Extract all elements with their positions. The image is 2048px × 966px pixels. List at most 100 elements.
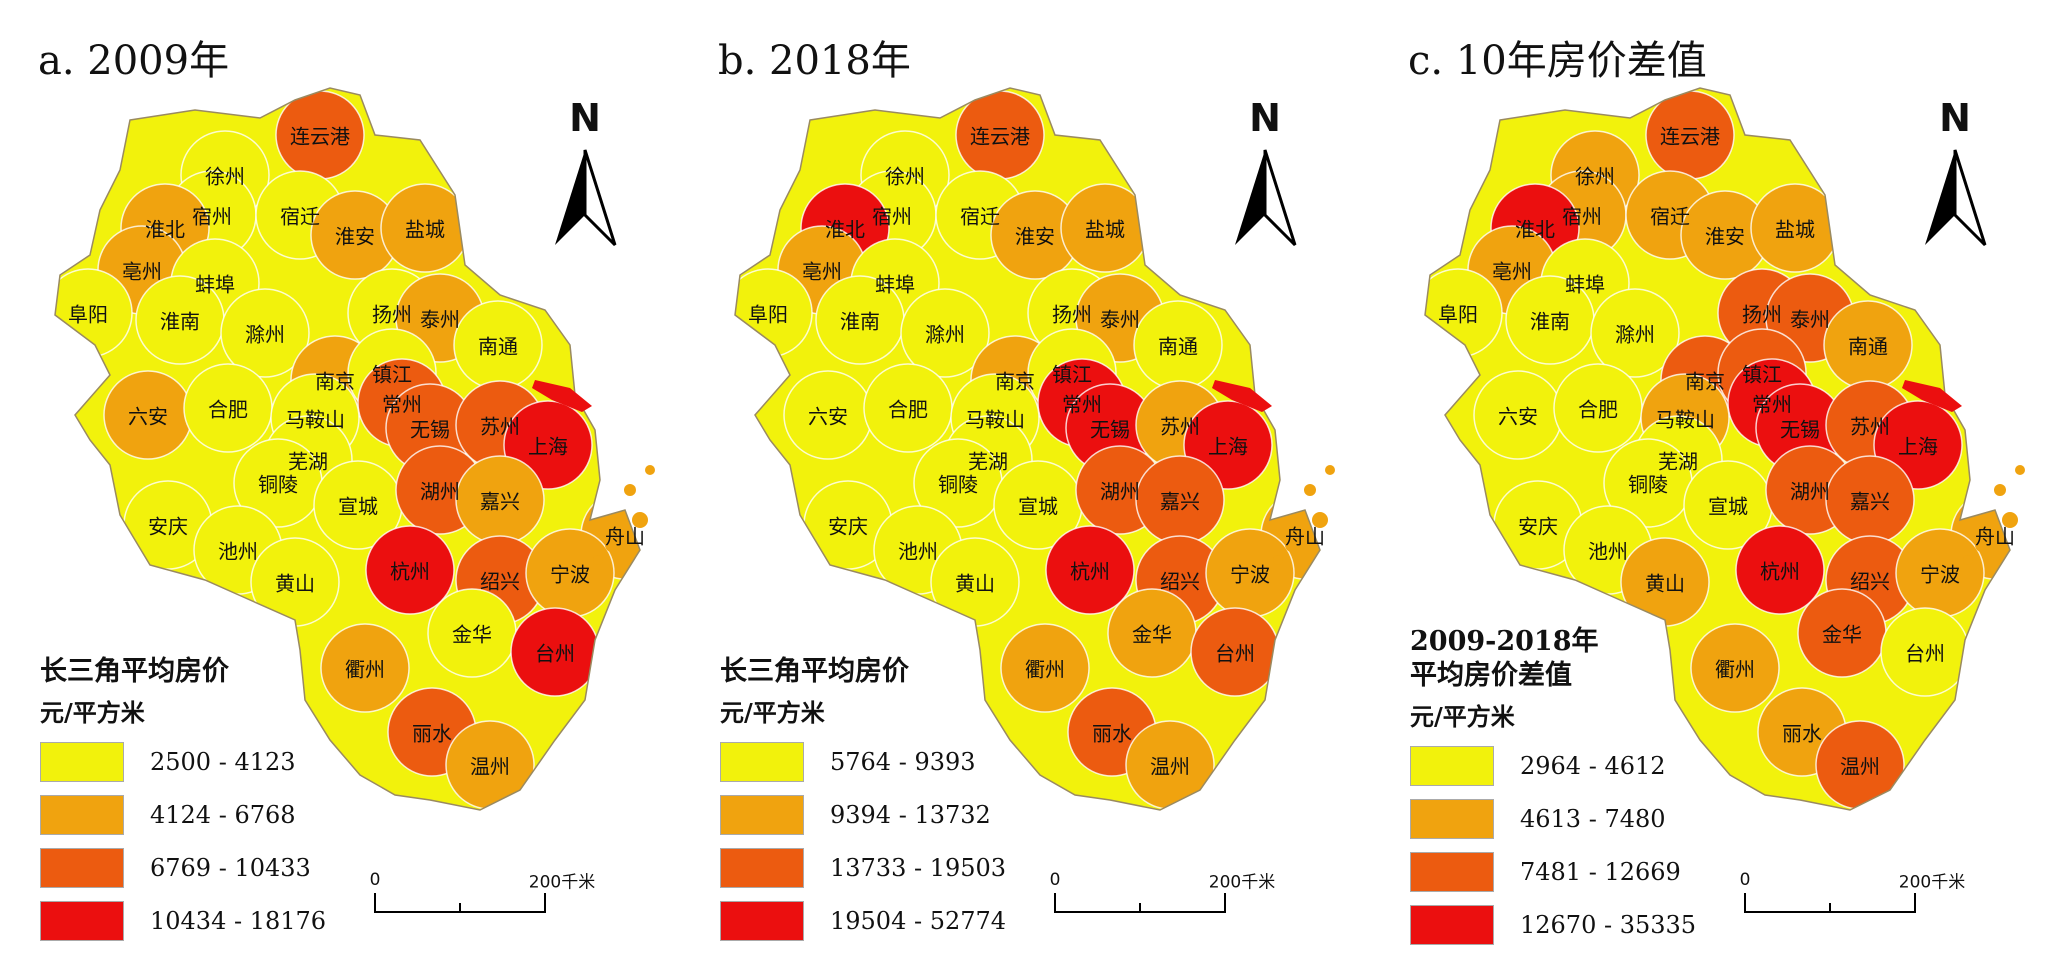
city-label: 金华 <box>452 622 492 647</box>
legend-item: 6769 - 10433 <box>40 848 326 888</box>
city-region-杭州 <box>1735 525 1825 615</box>
zhoushan-island <box>605 538 619 552</box>
zhoushan-island <box>1285 538 1299 552</box>
city-label: 衢州 <box>1715 657 1755 682</box>
city-label: 南通 <box>1158 334 1198 359</box>
city-label: 徐州 <box>885 164 925 189</box>
legend-item: 12670 - 35335 <box>1410 905 1696 945</box>
city-label: 滁州 <box>245 322 285 347</box>
city-label: 淮北 <box>1515 217 1555 242</box>
city-region-滁州 <box>900 288 990 378</box>
city-label: 宿州 <box>872 204 912 229</box>
city-label: 嘉兴 <box>1160 489 1200 514</box>
city-label: 扬州 <box>1052 302 1092 327</box>
city-label: 南通 <box>1848 334 1888 359</box>
legend-swatch <box>1410 905 1494 945</box>
legend-range: 2500 - 4123 <box>150 748 296 776</box>
city-label: 安庆 <box>828 514 868 539</box>
legend-title: 2009-2018年 平均房价差值 <box>1410 626 1599 691</box>
chongming-island <box>1212 380 1272 412</box>
city-label: 杭州 <box>390 559 430 584</box>
legend-swatch <box>40 742 124 782</box>
city-label: 六安 <box>808 404 848 429</box>
city-label: 宁波 <box>550 562 590 587</box>
city-label: 徐州 <box>1575 164 1615 189</box>
panel-title: a. 2009年 <box>38 38 230 84</box>
city-label: 安庆 <box>1518 514 1558 539</box>
city-label: 扬州 <box>372 302 412 327</box>
city-label: 安庆 <box>148 514 188 539</box>
city-region-滁州 <box>220 288 310 378</box>
city-label: 亳州 <box>802 259 842 284</box>
zhoushan-island <box>593 555 603 565</box>
chongming-island <box>1902 380 1962 412</box>
legend-unit: 元/平方米 <box>720 698 825 727</box>
city-label: 阜阳 <box>748 302 788 327</box>
city-label: 衢州 <box>1025 657 1065 682</box>
city-label: 铜陵 <box>258 472 298 497</box>
city-label: 丽水 <box>412 721 452 746</box>
legend-unit: 元/平方米 <box>40 698 145 727</box>
city-label: 黄山 <box>275 571 315 596</box>
city-label: 杭州 <box>1760 559 1800 584</box>
city-label: 淮南 <box>1530 309 1570 334</box>
zhoushan-island <box>1325 465 1335 475</box>
city-region-滁州 <box>1590 288 1680 378</box>
legend-swatch <box>720 848 804 888</box>
city-region-衢州 <box>1000 623 1090 713</box>
city-label: 宿迁 <box>280 204 320 229</box>
city-label: 淮南 <box>160 309 200 334</box>
legend: 长三角平均房价 元/平方米 5764 - 9393 9394 - 13732 13733… <box>720 655 1006 954</box>
zhoushan-island <box>2002 512 2018 528</box>
legend-range: 10434 - 18176 <box>150 907 327 935</box>
city-label: 黄山 <box>955 571 995 596</box>
city-label: 上海 <box>528 434 568 459</box>
city-label: 南通 <box>478 334 518 359</box>
city-label: 嘉兴 <box>480 489 520 514</box>
city-label: 盐城 <box>1085 217 1125 242</box>
zhoushan-island <box>1312 512 1328 528</box>
panel-c: c. 10年房价差值 N 0 200千米 连云港 徐州 宿州 宿迁 淮北 淮安 盐城 亳州 蚌埠 阜阳 淮南… <box>1370 0 2048 966</box>
city-label: 无锡 <box>1090 417 1130 442</box>
zhoushan-island <box>1975 538 1989 552</box>
north-label: N <box>1939 96 1971 140</box>
scale-end: 200千米 <box>1898 872 1966 893</box>
city-label: 湖州 <box>1790 479 1830 504</box>
zhoushan-island <box>632 512 648 528</box>
city-label: 绍兴 <box>1160 569 1200 594</box>
city-label: 金华 <box>1822 622 1862 647</box>
north-label: N <box>1249 96 1281 140</box>
city-label: 苏州 <box>1850 414 1890 439</box>
region-map <box>1424 87 2025 913</box>
region-map <box>734 87 1335 913</box>
city-label: 宣城 <box>338 494 378 519</box>
city-label: 淮安 <box>1705 224 1745 249</box>
legend-range: 4613 - 7480 <box>1520 805 1666 833</box>
zhoushan-island <box>1304 484 1316 496</box>
legend-swatch <box>720 901 804 941</box>
legend-range: 19504 - 52774 <box>830 907 1007 935</box>
city-label: 泰州 <box>420 307 460 332</box>
city-label: 湖州 <box>420 479 460 504</box>
scale-start: 0 <box>1049 870 1061 890</box>
city-label: 池州 <box>1588 539 1628 564</box>
city-label: 淮南 <box>840 309 880 334</box>
city-region-衢州 <box>320 623 410 713</box>
city-label: 淮北 <box>825 217 865 242</box>
city-label: 芜湖 <box>968 449 1008 474</box>
panel-b: b. 2018年 N 0 200千米 连云港 徐州 宿州 宿迁 淮北 淮安 盐城 亳州 蚌埠 阜阳 淮南 滁州… <box>680 0 1360 966</box>
north-arrow-icon <box>1235 149 1297 247</box>
city-label: 连云港 <box>1660 124 1720 149</box>
city-label: 台州 <box>1905 641 1945 666</box>
city-label: 扬州 <box>1742 302 1782 327</box>
legend-swatch <box>720 795 804 835</box>
legend-range: 12670 - 35335 <box>1520 911 1697 939</box>
city-label: 南京 <box>315 369 355 394</box>
legend-range: 6769 - 10433 <box>150 854 311 882</box>
legend-item: 4124 - 6768 <box>40 795 326 835</box>
region-map <box>54 87 655 913</box>
city-label: 淮安 <box>335 224 375 249</box>
panel-title: c. 10年房价差值 <box>1408 38 1707 84</box>
city-label: 舟山 <box>1285 524 1325 549</box>
city-label: 阜阳 <box>1438 302 1478 327</box>
